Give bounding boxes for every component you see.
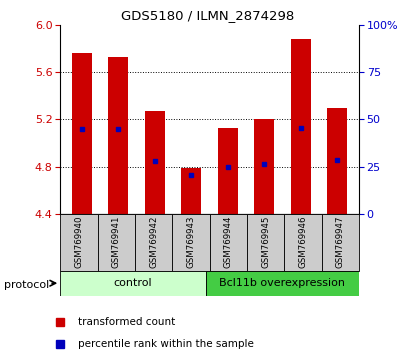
Text: control: control <box>114 278 152 288</box>
Bar <box>290 39 311 214</box>
Bar <box>98 214 135 271</box>
Text: GSM769941: GSM769941 <box>112 216 121 268</box>
Bar <box>327 108 347 214</box>
Bar <box>206 271 359 296</box>
Bar <box>145 111 165 214</box>
Text: GSM769945: GSM769945 <box>261 216 270 268</box>
Text: transformed count: transformed count <box>78 317 175 327</box>
Bar <box>218 128 238 214</box>
Text: GSM769947: GSM769947 <box>336 216 345 268</box>
Text: protocol: protocol <box>4 280 49 290</box>
Bar <box>284 214 322 271</box>
Bar <box>172 214 210 271</box>
Bar <box>72 53 92 214</box>
Text: GSM769944: GSM769944 <box>224 216 233 268</box>
Bar <box>135 214 172 271</box>
Text: Bcl11b overexpression: Bcl11b overexpression <box>220 278 345 288</box>
Bar <box>322 214 359 271</box>
Text: GSM769940: GSM769940 <box>74 216 83 268</box>
Bar <box>60 214 98 271</box>
Bar <box>60 271 206 296</box>
Bar <box>247 214 284 271</box>
Bar <box>181 168 201 214</box>
Bar <box>210 214 247 271</box>
Text: GSM769946: GSM769946 <box>298 216 308 268</box>
Bar <box>254 119 274 214</box>
Bar <box>108 57 129 214</box>
Text: percentile rank within the sample: percentile rank within the sample <box>78 339 254 349</box>
Text: GSM769942: GSM769942 <box>149 216 158 268</box>
Text: GSM769943: GSM769943 <box>186 216 195 268</box>
Text: GDS5180 / ILMN_2874298: GDS5180 / ILMN_2874298 <box>121 9 294 22</box>
